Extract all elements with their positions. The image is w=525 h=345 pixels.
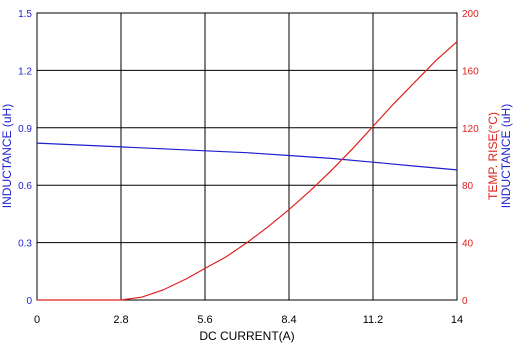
y-left-tick-label: 0 bbox=[26, 296, 32, 307]
inductance-line bbox=[36, 142, 458, 171]
x-tick-label: 0 bbox=[34, 314, 40, 326]
series-group bbox=[36, 41, 458, 301]
x-tick-label: 11.2 bbox=[363, 314, 384, 326]
y-axis-label-right-temp: TEMP. RISE(°C) bbox=[486, 112, 500, 200]
x-tick-label: 14 bbox=[451, 314, 463, 326]
y-left-tick-label: 1.5 bbox=[18, 9, 32, 20]
y-right-tick-label: 200 bbox=[462, 9, 479, 20]
y-right-tick-label: 120 bbox=[462, 124, 479, 135]
y-right-tick-label: 40 bbox=[462, 239, 474, 250]
y-left-tick-label: 0.3 bbox=[18, 239, 32, 250]
x-tick-label: 5.6 bbox=[197, 314, 212, 326]
temp-rise-line bbox=[37, 41, 458, 301]
x-tick-label: 8.4 bbox=[281, 314, 296, 326]
y-right-tick-label: 80 bbox=[462, 181, 474, 192]
tick-labels: 0 2.8 5.6 8.4 11.2 14 0 0.3 0.6 0.9 1.2 1.5 0 40 80 120… bbox=[18, 9, 479, 326]
x-axis-label: DC CURRENT(A) bbox=[199, 329, 294, 343]
grid bbox=[37, 13, 457, 300]
y-left-tick-label: 0.9 bbox=[18, 124, 32, 135]
y-right-tick-label: 160 bbox=[462, 66, 479, 77]
y-left-tick-label: 1.2 bbox=[18, 66, 32, 77]
y-left-tick-label: 0.6 bbox=[18, 181, 32, 192]
y-right-tick-label: 0 bbox=[462, 296, 468, 307]
plot-area bbox=[36, 12, 458, 301]
y-axis-label-right-inductance: INDUCTANCE (uH) bbox=[499, 104, 513, 208]
x-tick-label: 2.8 bbox=[113, 314, 128, 326]
y-axis-label-left: INDUCTANCE (uH) bbox=[0, 104, 14, 208]
